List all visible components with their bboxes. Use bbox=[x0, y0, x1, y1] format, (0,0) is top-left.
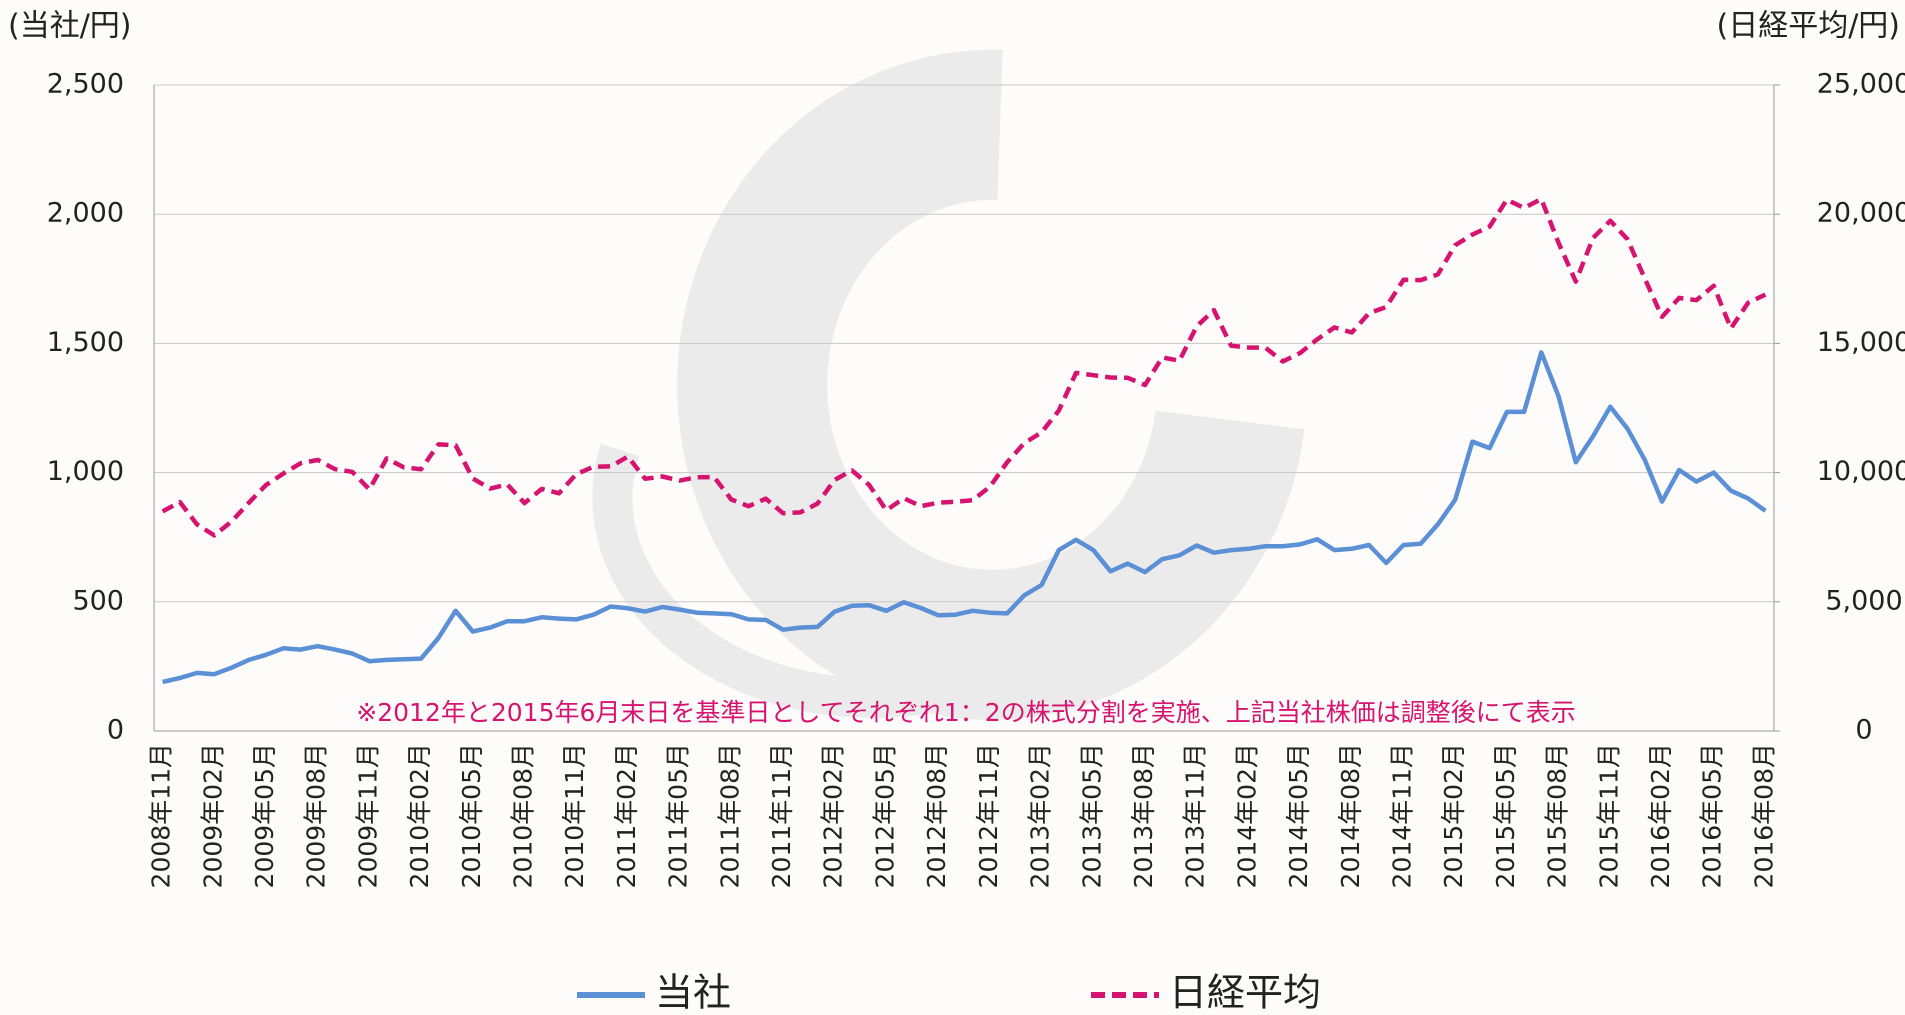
y-tick-label: 2,000 bbox=[47, 198, 124, 229]
y2-tick-label: 20,000 bbox=[1817, 198, 1905, 229]
series-line bbox=[161, 196, 1767, 538]
watermark bbox=[592, 49, 1305, 720]
x-tick-label: 2014年05月 bbox=[1284, 743, 1313, 888]
x-tick-label: 2015年11月 bbox=[1594, 743, 1623, 888]
x-tick-label: 2016年08月 bbox=[1749, 743, 1778, 888]
x-tick-label: 2013年02月 bbox=[1026, 743, 1055, 888]
y-axis-label: (当社/円) bbox=[8, 9, 132, 44]
annotation: ※2012年と2015年6月末日を基準日としてそれぞれ1：2の株式分割を実施、上… bbox=[356, 698, 1575, 727]
x-tick-label: 2013年08月 bbox=[1129, 743, 1158, 888]
x-tick-label: 2016年05月 bbox=[1698, 743, 1727, 888]
legend-label: 日経平均 bbox=[1169, 971, 1321, 1015]
x-tick-label: 2012年11月 bbox=[974, 743, 1003, 888]
y2-tick-label: 10,000 bbox=[1817, 456, 1905, 487]
x-tick-label: 2015年05月 bbox=[1491, 743, 1520, 888]
x-tick-label: 2009年11月 bbox=[353, 743, 382, 888]
x-tick-label: 2010年02月 bbox=[405, 743, 434, 888]
x-tick-label: 2012年02月 bbox=[819, 743, 848, 888]
y2-tick-label: 5,000 bbox=[1825, 585, 1902, 616]
legend-label: 当社 bbox=[655, 971, 731, 1015]
x-tick-label: 2009年05月 bbox=[250, 743, 279, 888]
y-tick-label: 1,000 bbox=[47, 456, 124, 487]
x-tick-label: 2010年11月 bbox=[560, 743, 589, 888]
y-tick-label: 2,500 bbox=[47, 69, 124, 100]
x-tick-label: 2014年11月 bbox=[1387, 743, 1416, 888]
y-tick-label: 1,500 bbox=[47, 327, 124, 358]
x-tick-label: 2012年08月 bbox=[922, 743, 951, 888]
y2-axis-label: (日経平均/円) bbox=[1716, 9, 1900, 44]
x-tick-label: 2015年08月 bbox=[1543, 743, 1572, 888]
x-tick-label: 2015年02月 bbox=[1439, 743, 1468, 888]
x-tick-label: 2014年08月 bbox=[1336, 743, 1365, 888]
x-tick-label: 2009年02月 bbox=[198, 743, 227, 888]
y2-tick-label: 0 bbox=[1855, 715, 1872, 746]
x-tick-label: 2008年11月 bbox=[147, 743, 176, 888]
x-tick-label: 2013年05月 bbox=[1077, 743, 1106, 888]
x-tick-label: 2011年11月 bbox=[767, 743, 796, 888]
x-tick-label: 2010年08月 bbox=[509, 743, 538, 888]
x-tick-label: 2011年02月 bbox=[612, 743, 641, 888]
y2-tick-label: 15,000 bbox=[1817, 327, 1905, 358]
y2-tick-label: 25,000 bbox=[1817, 69, 1905, 100]
y-tick-label: 0 bbox=[107, 715, 124, 746]
x-tick-label: 2012年05月 bbox=[870, 743, 899, 888]
x-tick-label: 2016年02月 bbox=[1646, 743, 1675, 888]
x-tick-label: 2010年05月 bbox=[457, 743, 486, 888]
x-tick-label: 2011年08月 bbox=[715, 743, 744, 888]
x-tick-label: 2014年02月 bbox=[1232, 743, 1261, 888]
x-tick-label: 2009年08月 bbox=[302, 743, 331, 888]
y-tick-label: 500 bbox=[72, 585, 124, 616]
x-tick-label: 2013年11月 bbox=[1181, 743, 1210, 888]
series-line bbox=[162, 350, 1767, 685]
x-tick-label: 2011年05月 bbox=[664, 743, 693, 888]
